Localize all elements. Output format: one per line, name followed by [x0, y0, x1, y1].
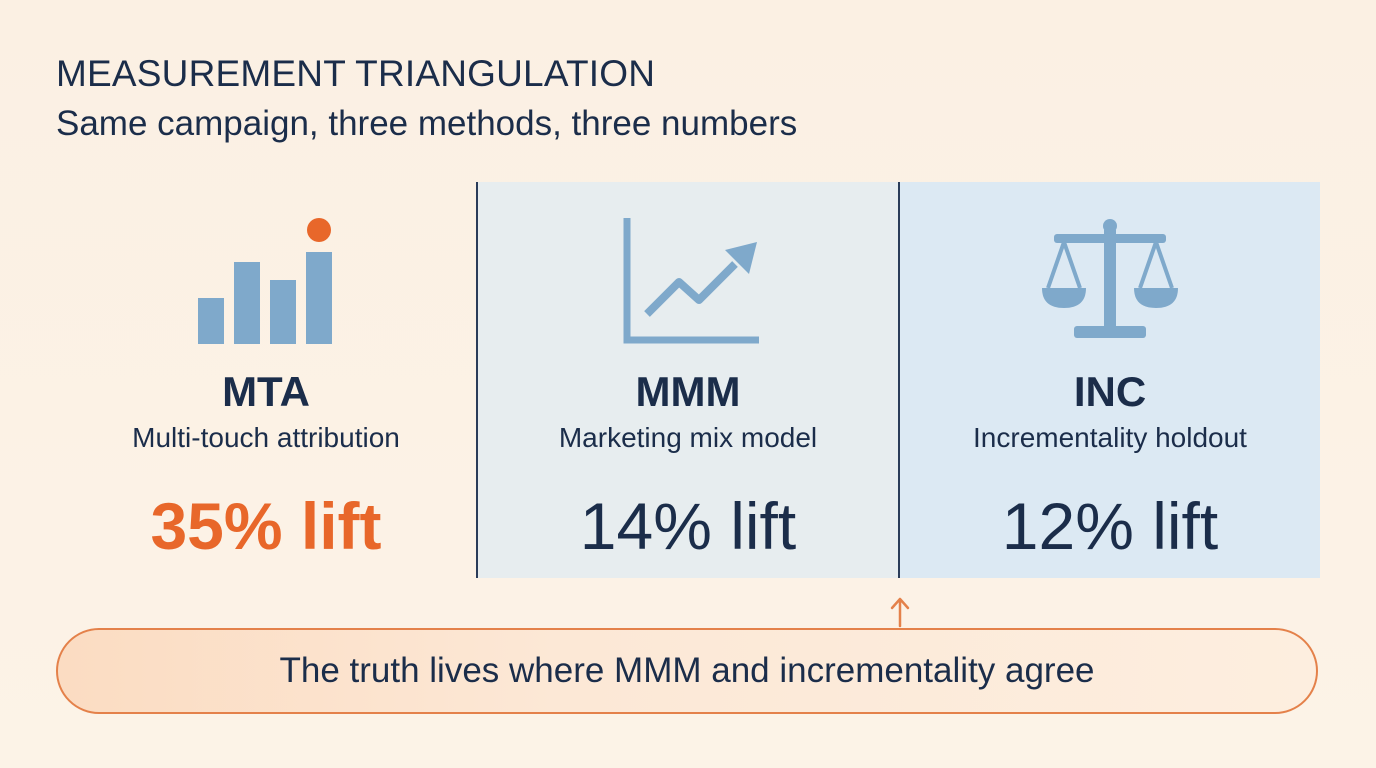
conclusion-callout: The truth lives where MMM and incrementa…	[56, 628, 1318, 714]
callout-text: The truth lives where MMM and incrementa…	[279, 651, 1095, 690]
method-description: Incrementality holdout	[973, 422, 1247, 453]
page-title: MEASUREMENT TRIANGULATION	[56, 53, 656, 94]
method-code: MTA	[222, 368, 310, 415]
method-description: Multi-touch attribution	[132, 422, 400, 453]
highlight-dot	[307, 218, 331, 242]
method-panel-mmm: MMM Marketing mix model 14% lift	[478, 182, 898, 578]
method-code: MMM	[635, 368, 741, 415]
method-lift: 35% lift	[150, 489, 382, 563]
bar-chart-icon	[198, 218, 332, 344]
panel-divider	[476, 182, 478, 578]
method-lift: 14% lift	[579, 489, 797, 563]
method-description: Marketing mix model	[558, 422, 818, 453]
balance-scale-icon	[1042, 219, 1178, 338]
panel-divider	[898, 182, 900, 578]
method-lift: 12% lift	[1001, 489, 1219, 563]
method-panel-inc: INC Incrementality holdout 12% lift	[900, 182, 1320, 578]
trend-line-icon	[623, 218, 759, 344]
page-subtitle: Same campaign, three methods, three numb…	[56, 104, 798, 143]
header: MEASUREMENT TRIANGULATION Same campaign,…	[56, 52, 797, 146]
up-arrow-icon	[890, 597, 910, 628]
bar-2	[234, 262, 260, 344]
method-code: INC	[1073, 368, 1147, 415]
method-panel-mta: MTA Multi-touch attribution 35% lift	[56, 182, 476, 578]
bar-4	[306, 252, 332, 344]
bar-1	[198, 298, 224, 344]
bar-3	[270, 280, 296, 344]
